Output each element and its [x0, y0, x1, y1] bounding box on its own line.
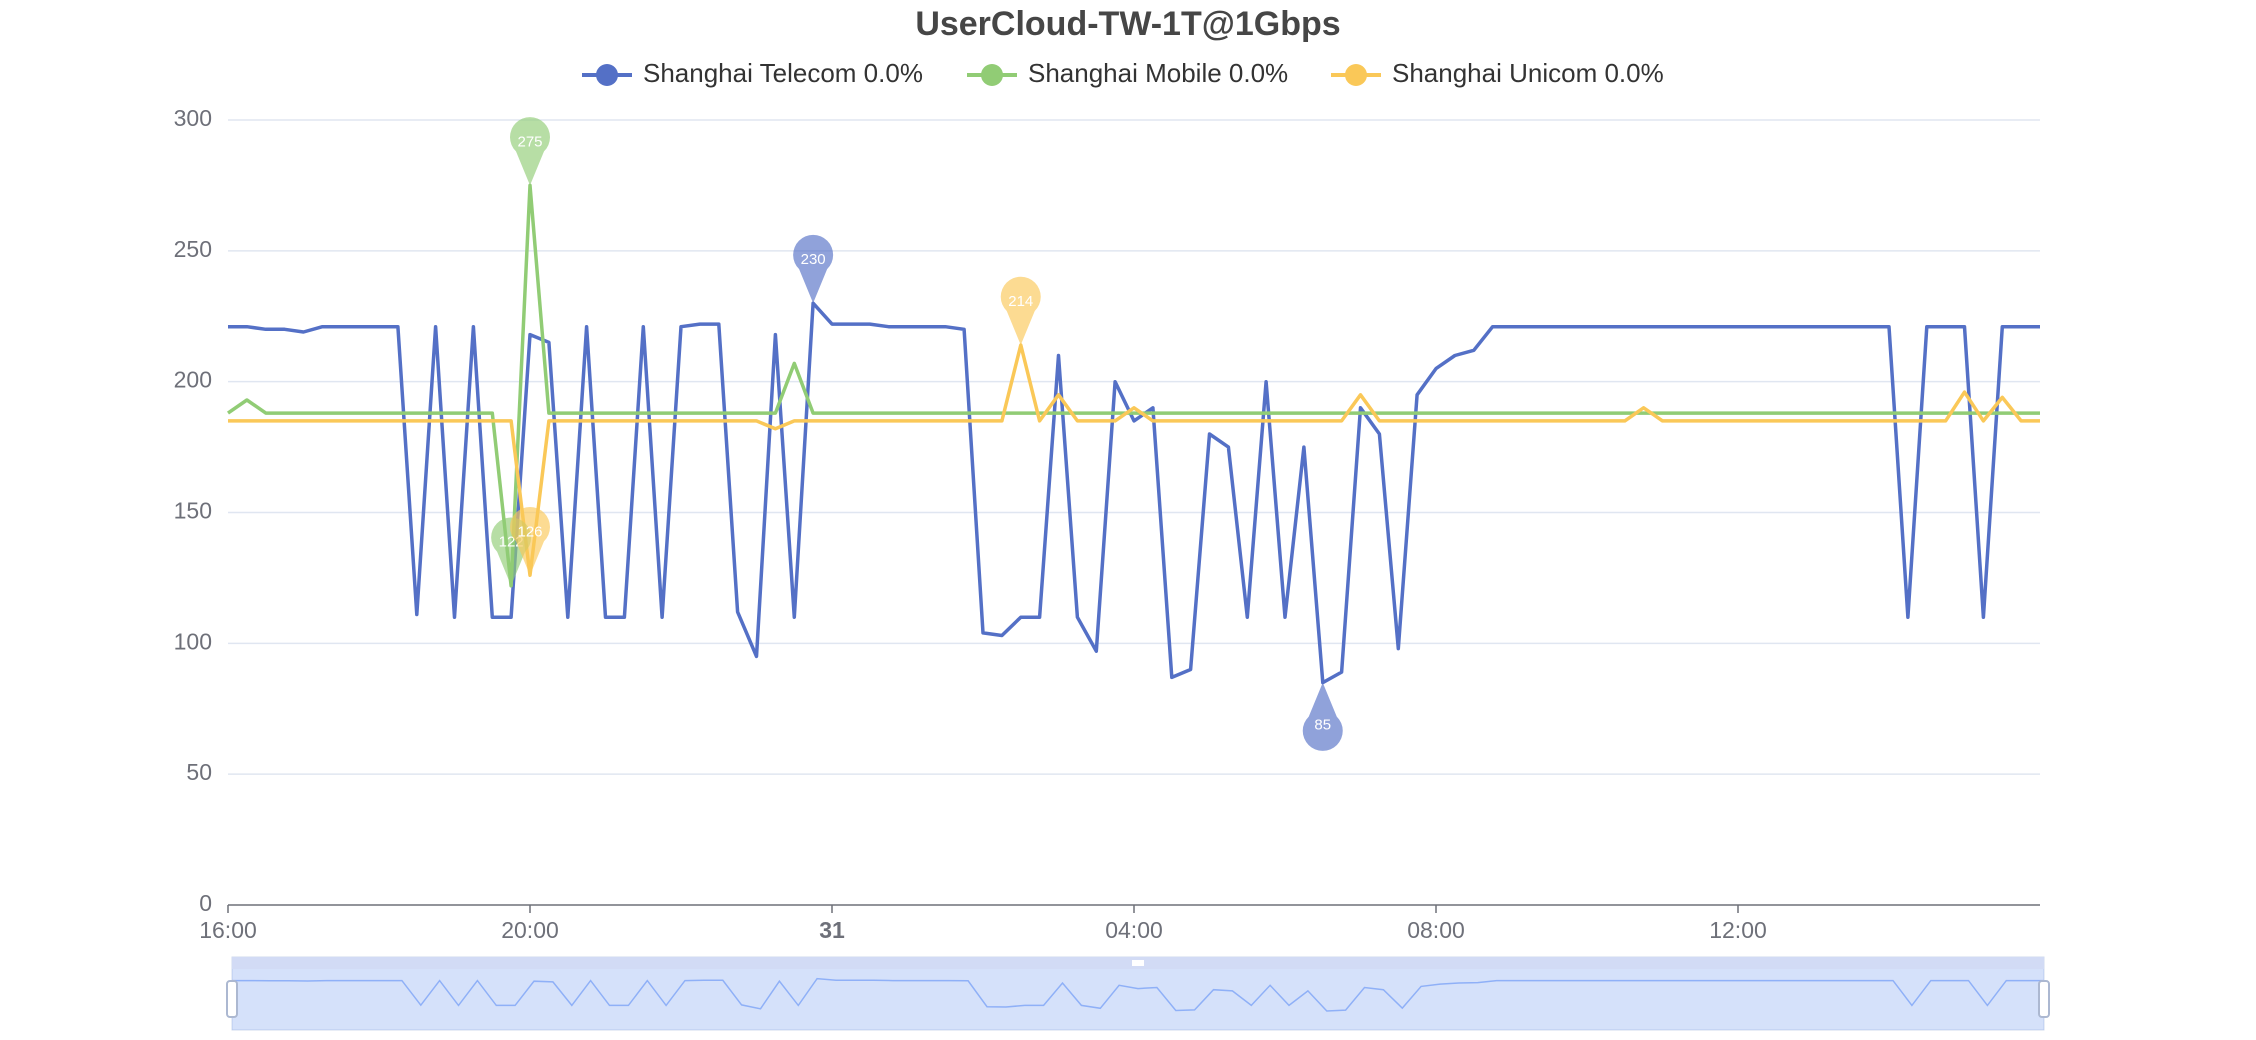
pin-label: 275	[517, 133, 542, 150]
legend-label: Shanghai Mobile 0.0%	[1028, 58, 1288, 88]
zoom-grip[interactable]	[1132, 960, 1144, 966]
zoom-preview	[232, 977, 2044, 1012]
legend-icon	[596, 64, 618, 86]
pin-shape	[510, 117, 550, 186]
y-tick-label: 50	[186, 759, 212, 785]
zoom-handle[interactable]	[2038, 980, 2050, 1018]
x-tick-label: 04:00	[1105, 917, 1163, 943]
x-tick-label: 31	[819, 917, 845, 943]
pin-label: 230	[801, 251, 826, 268]
pin-label: 126	[517, 523, 542, 540]
zoom-selection	[232, 957, 2044, 1030]
chart-title: UserCloud-TW-1T@1Gbps	[915, 5, 1340, 43]
mark-point: 85	[1302, 682, 1343, 751]
mark-point: 230	[793, 234, 834, 304]
legend-icon	[1345, 64, 1367, 86]
x-tick-label: 16:00	[199, 917, 257, 943]
pin-shape	[1000, 276, 1041, 346]
pin-label: 85	[1314, 717, 1331, 734]
y-tick-label: 300	[174, 105, 212, 131]
x-tick-label: 20:00	[501, 917, 559, 943]
mark-point: 214	[1000, 276, 1041, 346]
x-tick-label: 08:00	[1407, 917, 1465, 943]
y-tick-label: 100	[174, 628, 212, 654]
mark-point: 275	[510, 117, 550, 186]
pin-shape	[1302, 682, 1343, 751]
zoom-handle[interactable]	[226, 980, 238, 1018]
y-tick-label: 0	[199, 890, 212, 916]
y-tick-label: 250	[174, 236, 212, 262]
y-tick-label: 200	[174, 367, 212, 393]
x-tick-label: 12:00	[1709, 917, 1767, 943]
mark-point: 126	[510, 507, 550, 576]
pin-label: 214	[1008, 293, 1033, 310]
pin-shape	[793, 234, 834, 304]
y-tick-label: 150	[174, 498, 212, 524]
series-line	[228, 301, 2040, 685]
legend-icon	[981, 64, 1003, 86]
legend-label: Shanghai Unicom 0.0%	[1392, 58, 1664, 88]
pin-shape	[510, 507, 550, 576]
legend-label: Shanghai Telecom 0.0%	[643, 58, 923, 88]
